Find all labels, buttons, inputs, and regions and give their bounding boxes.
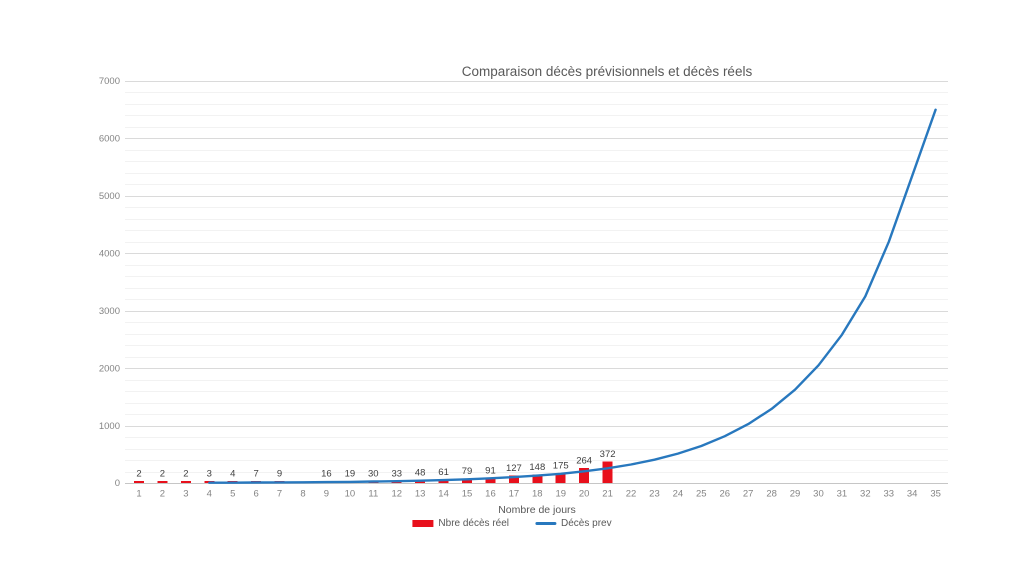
x-tick-label: 2 <box>160 489 165 500</box>
x-tick-label: 22 <box>626 489 637 500</box>
data-label: 30 <box>368 469 379 480</box>
y-tick-label: 5000 <box>99 191 120 202</box>
x-tick-label: 35 <box>930 489 941 500</box>
x-tick-label: 30 <box>813 489 824 500</box>
data-label: 148 <box>529 462 545 473</box>
x-tick-label: 5 <box>230 489 235 500</box>
data-label: 3 <box>207 469 212 480</box>
x-tick-label: 23 <box>649 489 660 500</box>
data-label: 372 <box>600 449 616 460</box>
x-tick-label: 1 <box>136 489 141 500</box>
x-tick-label: 16 <box>485 489 496 500</box>
data-label: 19 <box>345 469 356 480</box>
y-tick-label: 4000 <box>99 248 120 259</box>
bar <box>134 481 144 483</box>
y-tick-label: 7000 <box>99 76 120 87</box>
legend-item-deces-prev: Décès prev <box>535 518 612 529</box>
data-label: 33 <box>391 469 402 480</box>
bar <box>180 481 191 483</box>
x-tick-label: 32 <box>860 489 871 500</box>
data-label: 9 <box>277 469 282 480</box>
bar <box>485 477 496 483</box>
y-tick-label: 3000 <box>99 306 120 317</box>
line-series-swatch-icon <box>535 522 557 525</box>
data-label: 175 <box>553 460 569 471</box>
x-tick-label: 19 <box>555 489 566 500</box>
x-tick-label: 14 <box>438 489 449 500</box>
x-tick-label: 34 <box>907 489 918 500</box>
x-tick-label: 20 <box>579 489 590 500</box>
x-tick-label: 11 <box>368 489 378 500</box>
y-tick-label: 0 <box>115 478 120 489</box>
data-label: 48 <box>415 468 426 479</box>
data-label: 2 <box>136 469 141 480</box>
x-tick-label: 24 <box>673 489 684 500</box>
x-tick-label: 12 <box>391 489 402 500</box>
x-tick-label: 18 <box>532 489 543 500</box>
x-tick-label: 26 <box>719 489 730 500</box>
data-label: 79 <box>462 466 473 477</box>
data-label: 61 <box>438 467 449 478</box>
bar <box>462 478 473 483</box>
data-label: 2 <box>160 469 165 480</box>
x-tick-label: 21 <box>602 489 613 500</box>
x-tick-label: 9 <box>324 489 329 500</box>
x-axis-title: Nombre de jours <box>498 504 576 516</box>
x-tick-label: 27 <box>743 489 754 500</box>
x-tick-label: 15 <box>462 489 473 500</box>
bar <box>508 475 519 483</box>
data-label: 7 <box>254 469 259 480</box>
x-tick-label: 33 <box>883 489 894 500</box>
x-tick-label: 28 <box>766 489 777 500</box>
x-tick-label: 7 <box>277 489 282 500</box>
x-tick-label: 6 <box>254 489 259 500</box>
data-label: 127 <box>506 463 522 474</box>
y-tick-label: 2000 <box>99 363 120 374</box>
x-tick-label: 3 <box>183 489 188 500</box>
x-tick-label: 4 <box>207 489 212 500</box>
data-label: 91 <box>485 465 496 476</box>
legend-label-deces-prev: Décès prev <box>561 518 612 529</box>
bar-series-swatch-icon <box>412 520 434 527</box>
x-tick-label: 13 <box>415 489 426 500</box>
chart-title: Comparaison décès prévisionnels et décès… <box>461 64 753 79</box>
bar <box>157 481 168 483</box>
x-tick-label: 17 <box>509 489 520 500</box>
y-tick-label: 1000 <box>99 421 120 432</box>
bar <box>532 474 543 483</box>
x-tick-label: 10 <box>345 489 356 500</box>
legend: Nbre décès réel Décès prev <box>412 518 612 529</box>
data-label: 264 <box>576 455 592 466</box>
data-label: 4 <box>230 469 235 480</box>
y-tick-label: 6000 <box>99 134 120 145</box>
x-tick-label: 31 <box>837 489 848 500</box>
legend-item-deces-reel: Nbre décès réel <box>412 518 509 529</box>
line-series <box>208 108 937 484</box>
x-tick-label: 8 <box>300 489 305 500</box>
data-label: 16 <box>321 469 332 480</box>
x-tick-label: 29 <box>790 489 801 500</box>
bar <box>602 461 613 483</box>
x-tick-label: 25 <box>696 489 707 500</box>
bar <box>579 467 590 483</box>
legend-label-deces-reel: Nbre décès réel <box>438 518 510 529</box>
bar <box>555 472 566 483</box>
data-label: 2 <box>183 469 188 480</box>
